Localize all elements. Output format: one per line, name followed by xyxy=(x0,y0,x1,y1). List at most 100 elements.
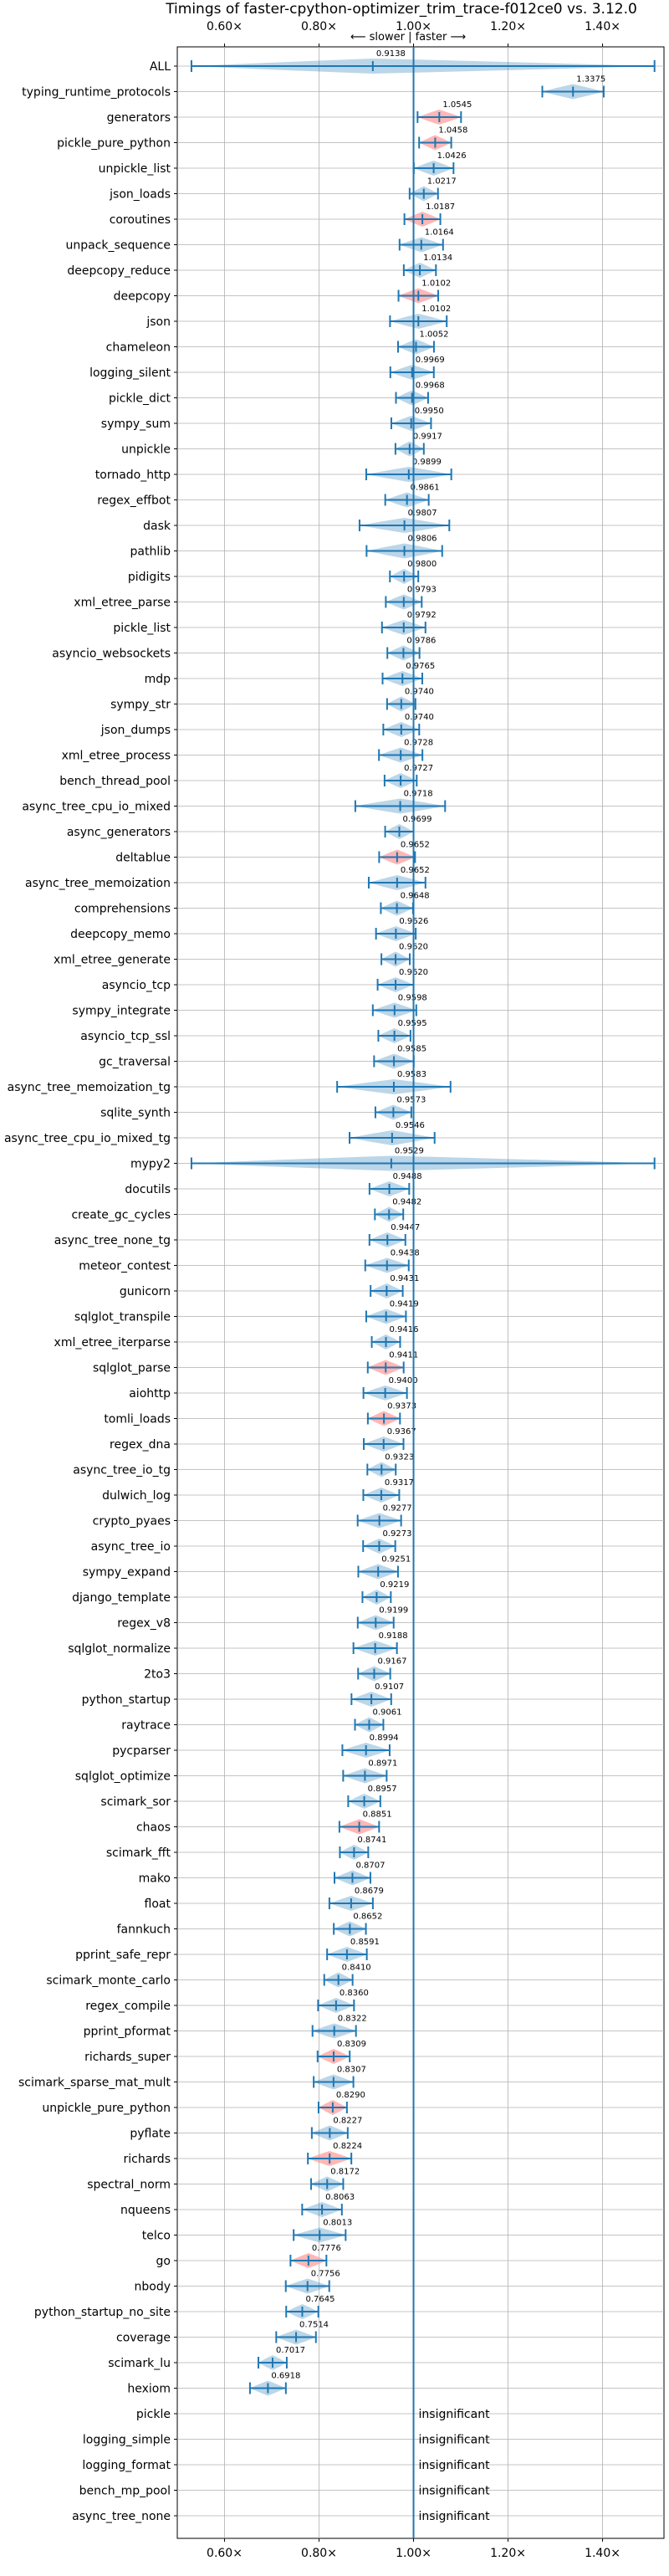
benchmark-label: mako xyxy=(139,1872,171,1886)
benchmark-label: unpack_sequence xyxy=(66,239,171,253)
benchmark-label: hexiom xyxy=(127,2383,171,2396)
benchmark-label: sqlglot_transpile xyxy=(74,1311,171,1324)
value-label: 0.8851 xyxy=(363,1810,392,1820)
benchmark-label: raytrace xyxy=(121,1719,171,1733)
benchmark-label: gunicorn xyxy=(120,1285,171,1298)
x-tick-label-bottom: 1.40× xyxy=(585,2547,620,2560)
value-label: 0.9219 xyxy=(380,1580,409,1590)
value-label: 0.9652 xyxy=(401,866,430,875)
value-label: 0.8013 xyxy=(323,2219,352,2228)
benchmark-label: async_tree_memoization xyxy=(25,877,171,890)
benchmark-label: scimark_sor xyxy=(100,1795,171,1809)
insignificant-label: insignificant xyxy=(419,2485,491,2498)
benchmark-label: sympy_expand xyxy=(83,1566,171,1580)
value-label: 0.8410 xyxy=(342,1964,371,1973)
benchmark-label: telco xyxy=(142,2230,171,2243)
benchmark-label: unpickle_list xyxy=(99,162,171,176)
benchmark-label: django_template xyxy=(72,1591,171,1605)
value-label: 0.9373 xyxy=(387,1402,416,1411)
benchmark-label: sqlglot_optimize xyxy=(75,1770,171,1784)
value-label: 0.9699 xyxy=(403,815,432,824)
value-label: 0.8741 xyxy=(357,1836,386,1845)
benchmark-label: unpickle xyxy=(121,443,171,457)
benchmark-label: async_generators xyxy=(67,826,171,839)
benchmark-label: dask xyxy=(143,520,171,533)
benchmark-label: crypto_pyaes xyxy=(93,1515,171,1529)
value-label: 0.9107 xyxy=(375,1682,404,1692)
benchmark-label: nqueens xyxy=(120,2204,171,2217)
value-label: 0.9648 xyxy=(401,892,430,901)
x-tick-label-top: 0.80× xyxy=(301,20,337,33)
benchmark-label: deepcopy_memo xyxy=(70,928,171,941)
value-label: 0.6918 xyxy=(271,2372,300,2381)
benchmark-label: typing_runtime_protocols xyxy=(22,86,171,100)
benchmark-label: pickle xyxy=(136,2408,171,2421)
value-label: 1.0052 xyxy=(419,330,448,340)
benchmark-label: pickle_pure_python xyxy=(57,137,171,151)
value-label: 0.9323 xyxy=(385,1453,414,1462)
value-label: 0.9718 xyxy=(404,790,433,799)
benchmark-label: tomli_loads xyxy=(104,1413,171,1426)
direction-label: ⟵ slower | faster ⟶ xyxy=(350,31,466,44)
benchmark-label: coroutines xyxy=(110,213,171,227)
x-tick-label-bottom: 0.60× xyxy=(207,2547,243,2560)
benchmark-label: json xyxy=(146,315,171,329)
value-label: 0.9273 xyxy=(382,1529,411,1539)
benchmark-label: scimark_sparse_mat_mult xyxy=(18,2077,171,2090)
benchmark-label: bench_thread_pool xyxy=(59,775,171,788)
plot-area xyxy=(176,46,665,2539)
benchmark-label: tornado_http xyxy=(95,469,171,482)
value-label: 0.8994 xyxy=(370,1734,399,1743)
value-label: 0.9529 xyxy=(395,1147,424,1156)
value-label: 1.0164 xyxy=(425,228,454,238)
benchmark-label: aiohttp xyxy=(129,1387,171,1401)
value-label: 0.9807 xyxy=(408,509,437,518)
benchmark-label: regex_compile xyxy=(85,2000,171,2013)
value-label: 0.9585 xyxy=(397,1045,426,1054)
value-label: 0.9482 xyxy=(392,1198,421,1207)
value-label: 0.9199 xyxy=(379,1606,408,1616)
value-label: 0.9968 xyxy=(416,382,445,391)
benchmark-label: scimark_fft xyxy=(106,1846,171,1860)
benchmark-label: ALL xyxy=(150,60,171,74)
benchmark-label: async_tree_io xyxy=(91,1540,171,1554)
value-label: 0.9138 xyxy=(376,49,406,59)
value-label: 0.9950 xyxy=(415,407,444,416)
value-label: 0.9573 xyxy=(396,1096,426,1105)
value-label: 0.8707 xyxy=(355,1862,385,1871)
value-label: 0.9411 xyxy=(389,1351,418,1360)
benchmark-label: sympy_sum xyxy=(101,417,171,431)
benchmark-label: regex_dna xyxy=(110,1438,171,1452)
value-label: 0.9652 xyxy=(401,841,430,850)
value-label: 0.8227 xyxy=(333,2117,362,2126)
benchmark-label: meteor_contest xyxy=(79,1260,171,1273)
benchmark-label: go xyxy=(156,2255,171,2268)
x-tick-label-top: 1.20× xyxy=(490,20,526,33)
benchmark-label: pathlib xyxy=(130,545,171,559)
benchmark-label: pycparser xyxy=(112,1744,171,1758)
benchmark-label: docutils xyxy=(125,1183,171,1196)
benchmark-label: 2to3 xyxy=(144,1668,171,1682)
value-label: 0.8957 xyxy=(368,1785,397,1794)
benchmark-label: async_tree_cpu_io_mixed xyxy=(22,801,171,814)
value-label: 1.0458 xyxy=(438,126,467,136)
value-label: 0.8322 xyxy=(338,2015,367,2024)
value-label: 0.9800 xyxy=(407,560,437,569)
insignificant-label: insignificant xyxy=(419,2459,491,2472)
benchmark-label: deepcopy xyxy=(114,290,171,304)
value-label: 0.8652 xyxy=(353,1913,382,1922)
benchmark-label: json_loads xyxy=(109,188,171,202)
benchmark-label: sympy_integrate xyxy=(72,1005,171,1018)
insignificant-label: insignificant xyxy=(419,2408,491,2421)
value-label: 1.0217 xyxy=(427,177,457,187)
value-label: 0.9438 xyxy=(391,1249,420,1258)
chart-title: Timings of faster-cpython-optimizer_trim… xyxy=(165,1,637,18)
benchmark-label: deltablue xyxy=(115,852,171,865)
benchmark-rows: ALL 0.9138 typing_runtime_protocols 1.3375 g… xyxy=(4,49,656,2523)
value-label: 0.9367 xyxy=(387,1427,416,1437)
benchmark-label: create_gc_cycles xyxy=(71,1209,171,1222)
value-label: 0.9917 xyxy=(413,433,442,442)
value-label: 0.9969 xyxy=(416,356,445,365)
benchmark-label: asyncio_tcp_ssl xyxy=(80,1030,171,1043)
